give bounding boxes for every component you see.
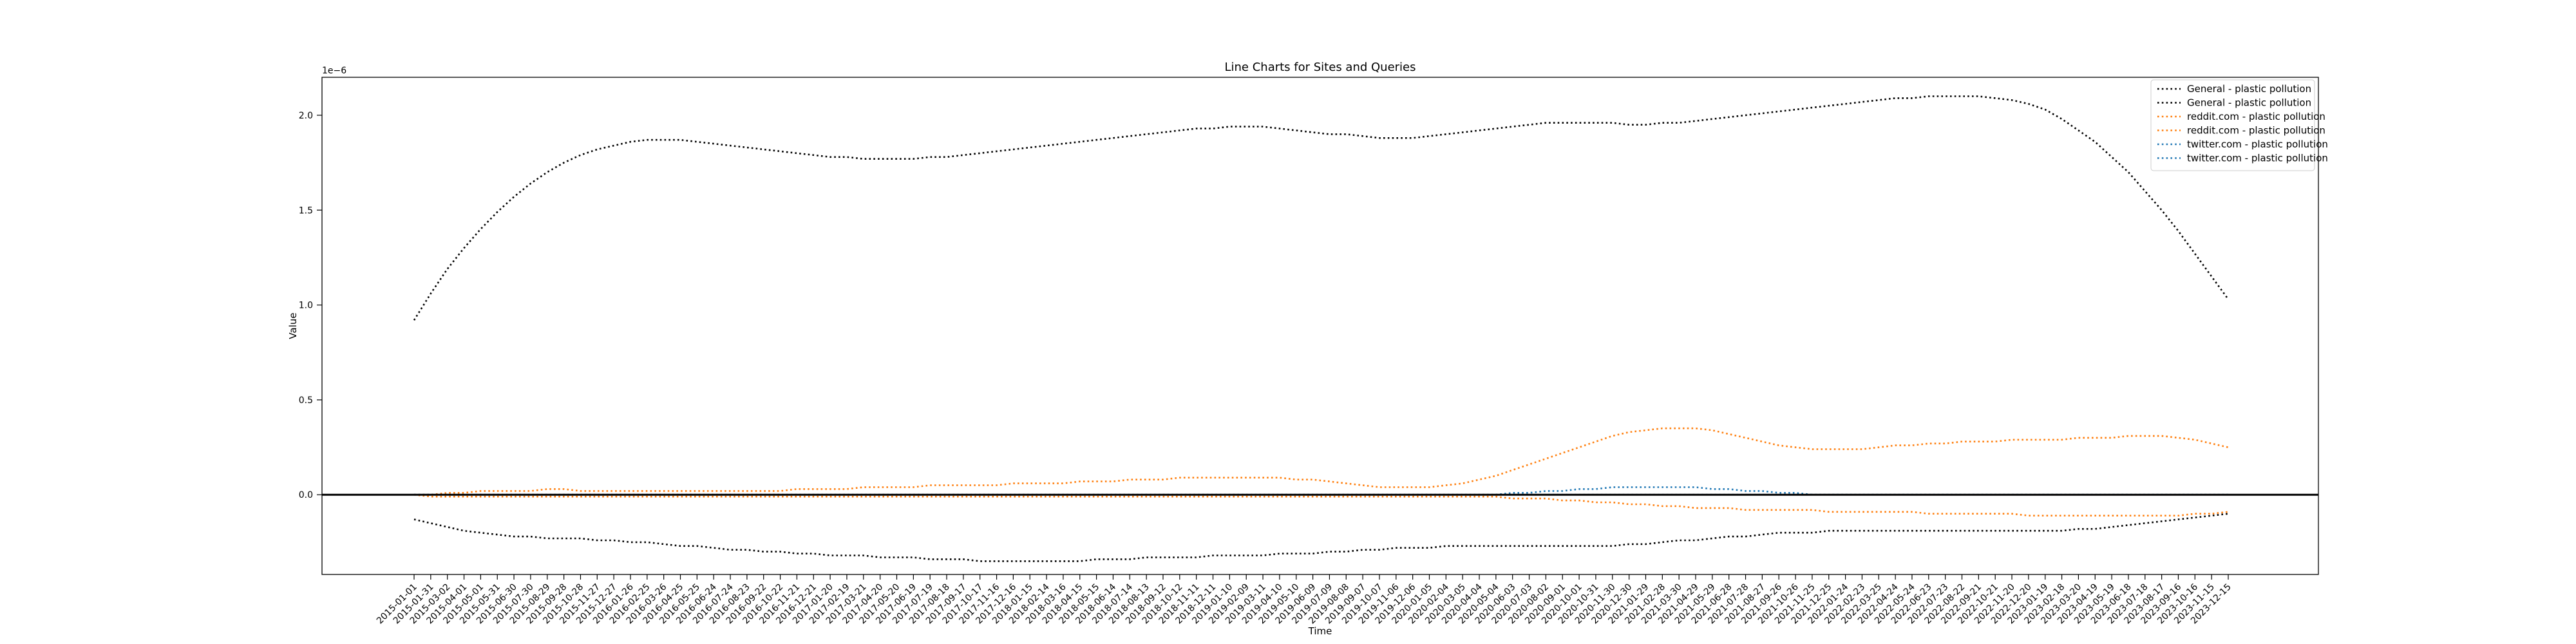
- x-axis-title: Time: [1308, 625, 1332, 637]
- y-tick-label: 2.0: [299, 111, 313, 121]
- y-tick-label: 0.0: [299, 490, 313, 500]
- y-offset-text: 1e−6: [322, 66, 346, 76]
- series-line-0: [413, 95, 2230, 321]
- series-layer: [413, 95, 2230, 562]
- legend-label: reddit.com - plastic pollution: [2187, 125, 2325, 137]
- y-tick-label: 0.5: [299, 395, 313, 406]
- y-axis: 0.0 0.5 1.0 1.5 2.0: [299, 111, 322, 500]
- series-line-1: [413, 513, 2229, 562]
- y-axis-title: Value: [287, 312, 299, 339]
- x-axis: 2015-01-012015-01-312015-03-022015-04-01…: [375, 574, 2233, 626]
- legend-label: twitter.com - plastic pollution: [2187, 138, 2328, 150]
- legend-label: reddit.com - plastic pollution: [2187, 111, 2325, 122]
- y-tick-label: 1.0: [299, 301, 313, 311]
- y-tick-label: 1.5: [299, 205, 313, 216]
- legend: General - plastic pollution General - pla…: [2150, 79, 2328, 171]
- legend-box: [2150, 79, 2315, 171]
- legend-label: General - plastic pollution: [2187, 83, 2311, 95]
- series-line-3: [413, 493, 2229, 516]
- series-line-2: [414, 427, 2229, 496]
- legend-label: twitter.com - plastic pollution: [2187, 153, 2328, 164]
- chart-title: Line Charts for Sites and Queries: [1224, 61, 1416, 74]
- plot-frame: [321, 77, 2319, 575]
- legend-label: General - plastic pollution: [2187, 97, 2311, 109]
